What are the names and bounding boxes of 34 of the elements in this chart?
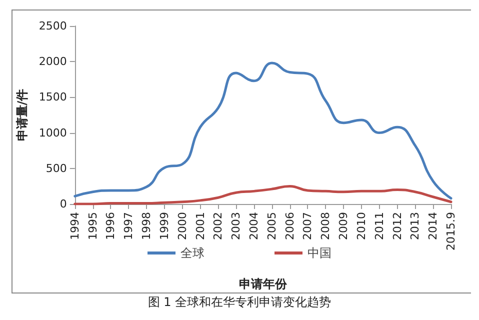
x-tick-label: 1994 [68, 212, 82, 240]
y-tick-label: 0 [60, 198, 67, 210]
x-tick-label: 2001 [194, 212, 207, 240]
x-tick-label: 2008 [319, 212, 332, 240]
x-tick-label: 2015.9 [444, 212, 458, 250]
y-tick-label: 1000 [38, 126, 67, 140]
x-tick-label: 1995 [86, 212, 100, 240]
y-tick-label: 1500 [38, 90, 67, 104]
x-tick-label: 2009 [337, 212, 350, 240]
line-series [74, 62, 452, 200]
x-tick-label: 1998 [140, 212, 154, 240]
x-tick-label: 1996 [104, 212, 118, 240]
x-tick-label: 1999 [158, 212, 171, 240]
y-tick-label: 2000 [38, 55, 67, 68]
x-tick-label: 2011 [372, 212, 386, 240]
caption: 图 1 全球和在华专利申请变化趋势 [148, 295, 332, 309]
x-axis-title: 申请年份 [238, 277, 288, 291]
x-tick-label: 2002 [212, 212, 225, 240]
x-tick-label: 2013 [408, 212, 422, 240]
y-tick-label: 500 [46, 162, 67, 175]
x-tick-label: 2000 [176, 212, 189, 240]
y-axis-title: 申请量/件 [15, 88, 29, 142]
x-tick-label: 2014 [426, 212, 440, 240]
y-tick-label: 2500 [38, 20, 67, 32]
x-tick-label: 2004 [247, 212, 260, 240]
x-tick-label: 2005 [265, 212, 278, 240]
legend-label: 中国 [308, 246, 332, 260]
x-tick-label: 2012 [390, 212, 404, 240]
legend-label: 全球 [180, 246, 204, 260]
x-tick-label: 2007 [301, 212, 314, 240]
x-tick-label: 2010 [354, 212, 368, 240]
x-tick-label: 1997 [122, 212, 136, 240]
x-tick-label: 2006 [283, 212, 296, 240]
x-tick-label: 2003 [230, 212, 243, 240]
